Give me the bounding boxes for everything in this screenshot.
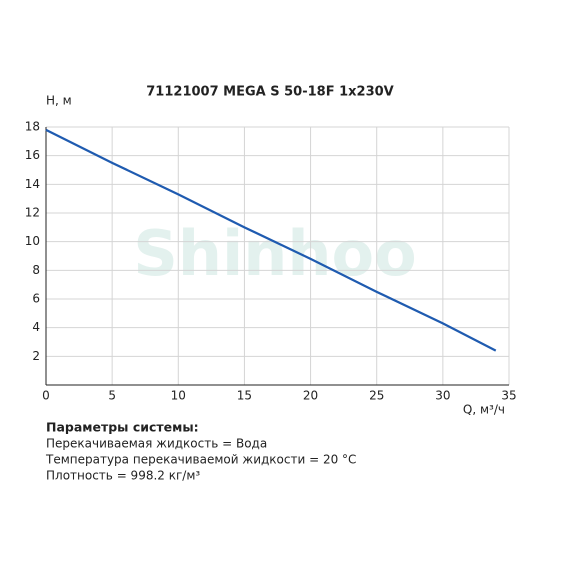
x-tick-label: 20 <box>303 389 318 403</box>
x-tick-label: 5 <box>108 389 116 403</box>
x-tick-label: 30 <box>435 389 450 403</box>
x-tick-label: 35 <box>501 389 516 403</box>
y-tick-label: 2 <box>32 349 40 363</box>
y-tick-label: 8 <box>32 263 40 277</box>
chart-title: 71121007 MEGA S 50-18F 1x230V <box>146 85 393 100</box>
y-tick-label: 10 <box>25 234 40 248</box>
y-tick-label: 18 <box>25 120 40 134</box>
y-tick-label: 16 <box>25 148 40 162</box>
x-axis-label: Q, м³/ч <box>463 403 505 417</box>
parameter-line: Перекачиваемая жидкость = Вода <box>46 437 267 451</box>
x-tick-label: 0 <box>42 389 50 403</box>
y-tick-label: 4 <box>32 320 40 334</box>
y-tick-label: 6 <box>32 292 40 306</box>
y-axis-label: H, м <box>46 94 72 108</box>
x-tick-label: 15 <box>237 389 252 403</box>
x-tick-label: 25 <box>369 389 384 403</box>
curve <box>45 128 497 352</box>
x-tick-label: 10 <box>171 389 186 403</box>
y-tick-label: 14 <box>25 177 40 191</box>
parameter-line: Плотность = 998.2 кг/м³ <box>46 469 200 483</box>
parameter-line: Температура перекачиваемой жидкости = 20… <box>45 453 356 467</box>
parameters-title: Параметры системы: <box>46 420 199 435</box>
y-tick-label: 12 <box>25 206 40 220</box>
watermark: Shinhoo <box>133 217 417 290</box>
